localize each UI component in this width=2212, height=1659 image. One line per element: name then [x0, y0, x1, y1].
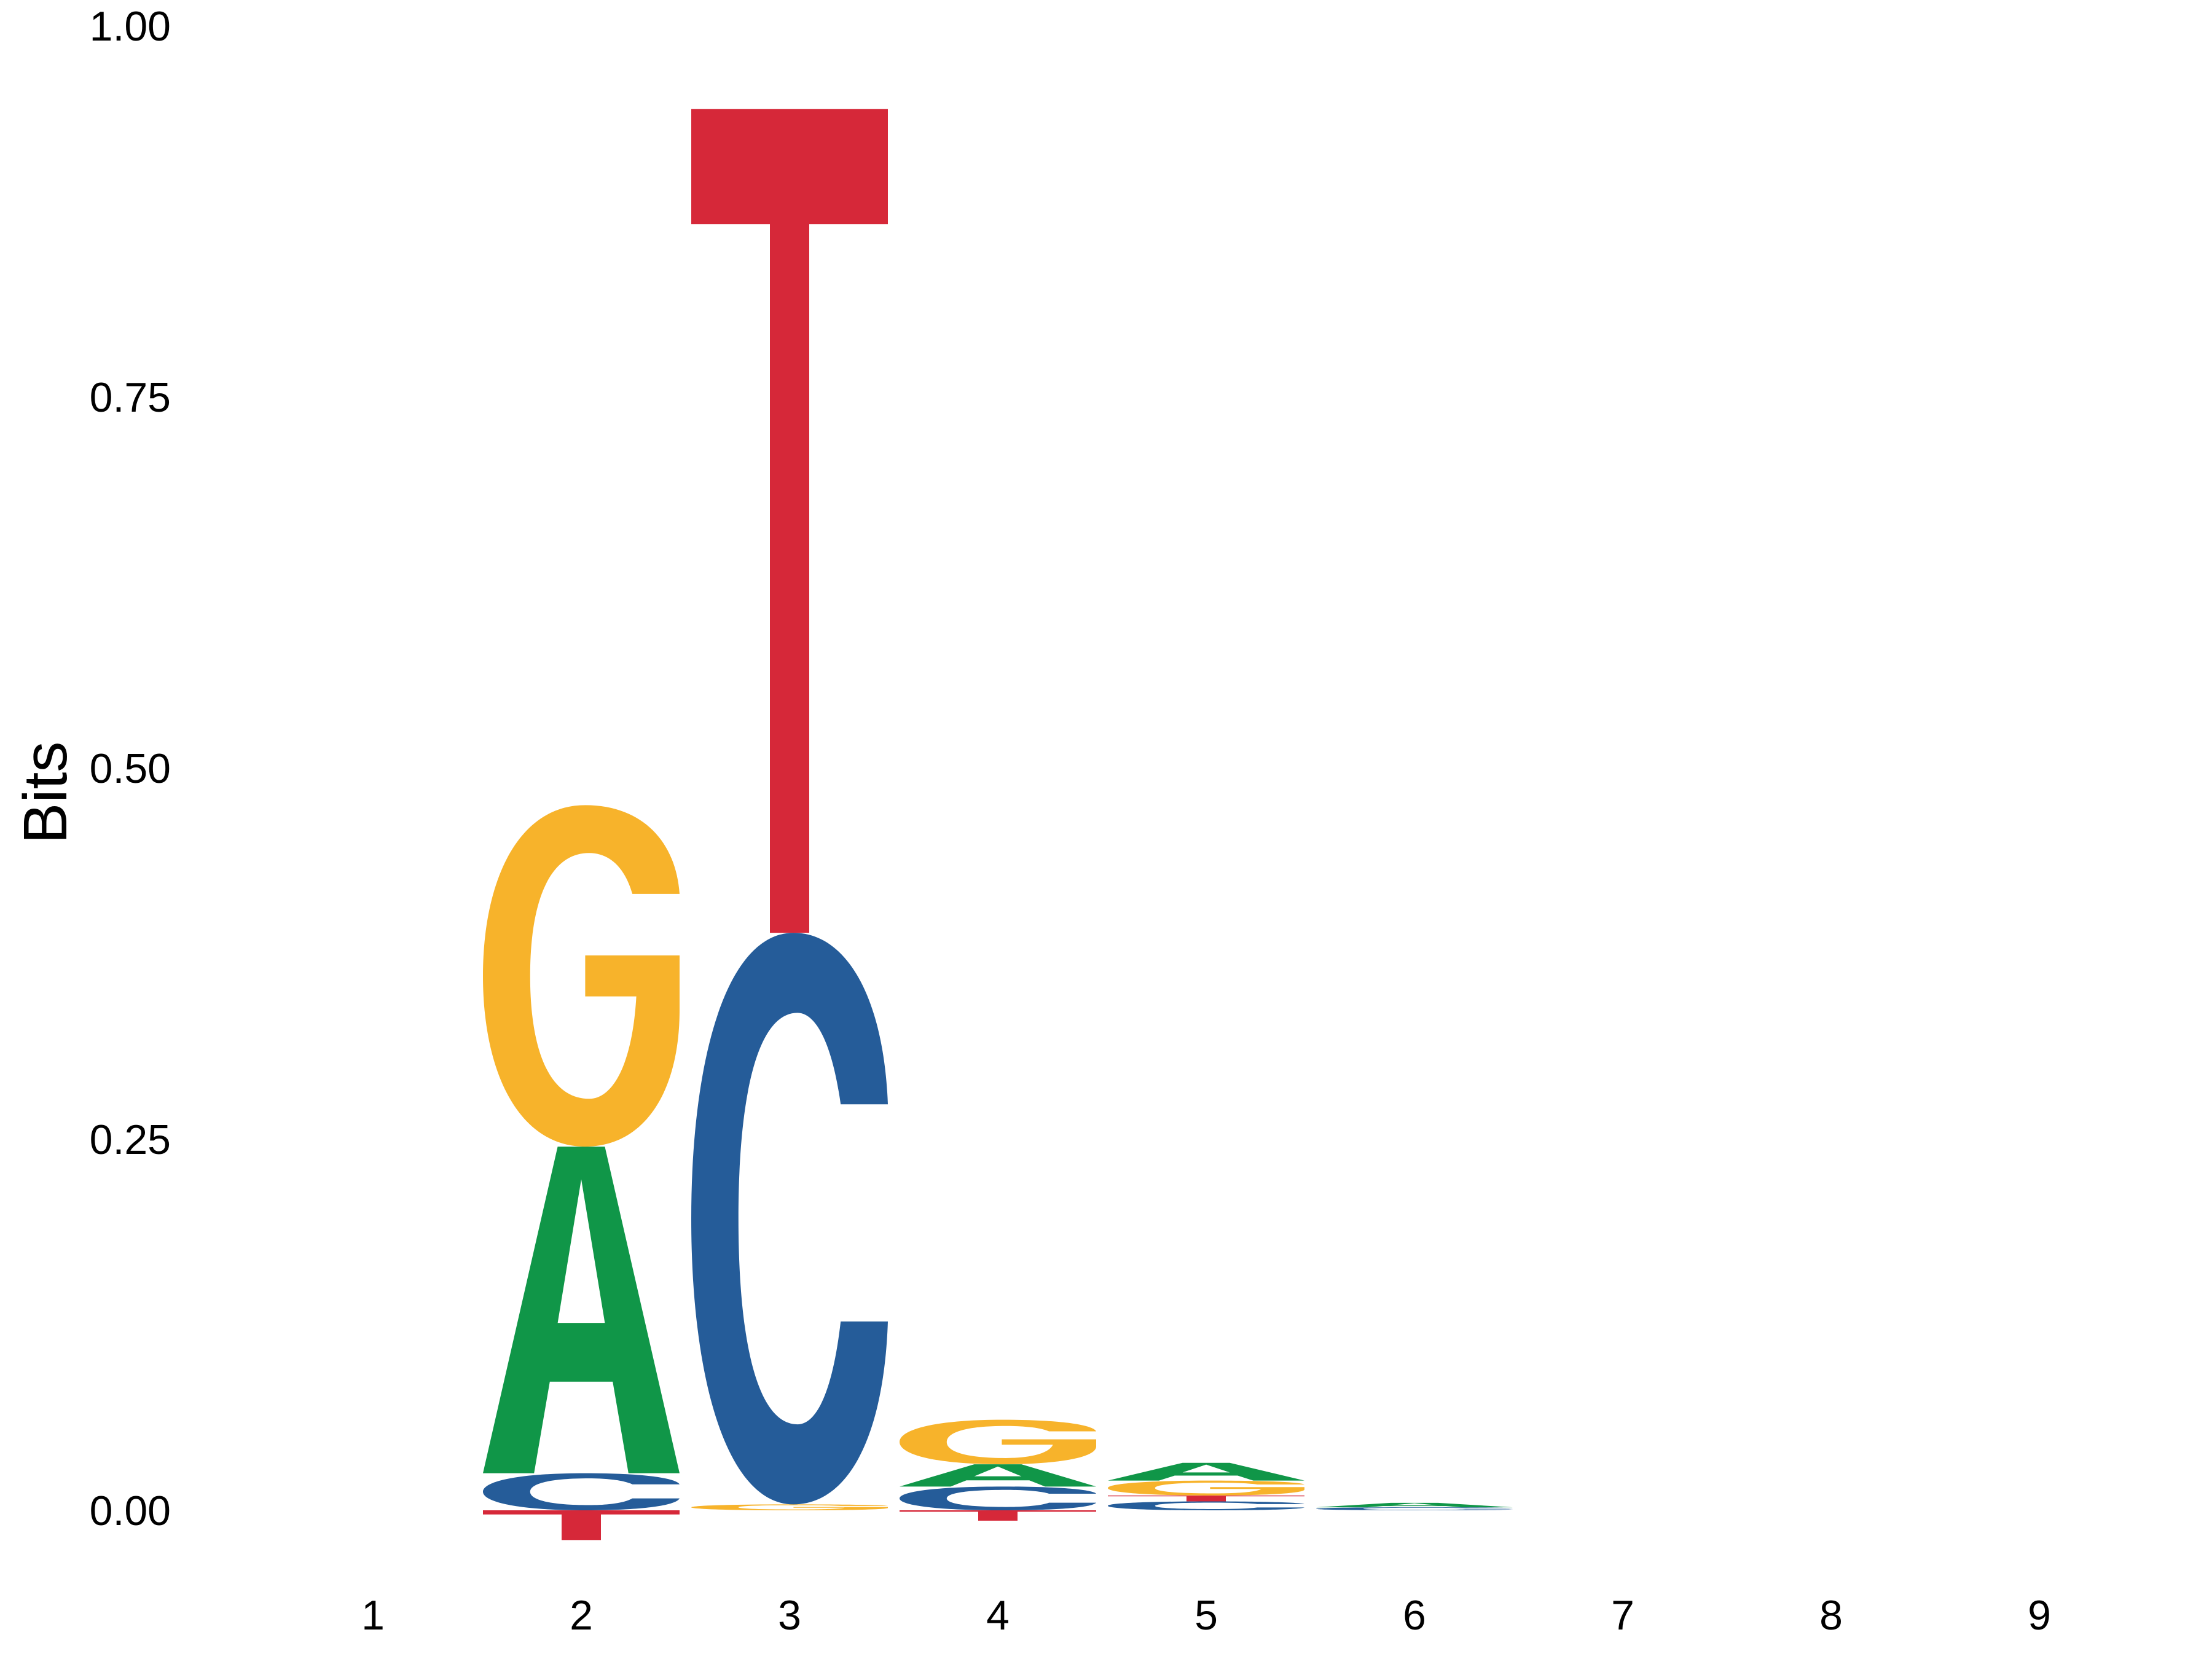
letter-A [1108, 1462, 1304, 1481]
y-axis: 0.00 0.25 0.50 0.75 1.00 [90, 3, 171, 1534]
y-tick-label: 0.25 [90, 1116, 171, 1163]
letter-G [1108, 1480, 1304, 1496]
y-tick-label: 0.50 [90, 745, 171, 792]
letter-T [483, 1510, 680, 1540]
letter-C [1316, 1507, 1513, 1510]
x-tick-label: 9 [2028, 1592, 2051, 1639]
x-axis: 1 2 3 4 5 6 7 8 9 [361, 1592, 2051, 1639]
y-tick-label: 0.75 [90, 374, 171, 421]
letter-G [691, 1504, 888, 1510]
x-tick-label: 4 [986, 1592, 1010, 1639]
letter-G [483, 805, 680, 1147]
x-tick-label: 6 [1403, 1592, 1426, 1639]
x-tick-label: 3 [778, 1592, 801, 1639]
letter-C [1108, 1501, 1304, 1510]
letter-A [900, 1464, 1096, 1487]
y-tick-label: 1.00 [90, 3, 171, 50]
letter-C [900, 1486, 1096, 1510]
letter-C [483, 1473, 680, 1510]
letter-T [691, 109, 888, 933]
x-tick-label: 1 [361, 1592, 385, 1639]
letter-T [1108, 1495, 1304, 1502]
x-tick-label: 2 [570, 1592, 593, 1639]
logo-stacks [483, 109, 1513, 1540]
letter-A [1316, 1502, 1513, 1508]
y-axis-title: Bits [11, 742, 80, 844]
y-tick-label: 0.00 [90, 1488, 171, 1534]
letter-A [483, 1147, 680, 1473]
letter-C [691, 933, 888, 1505]
letter-T [900, 1510, 1096, 1521]
x-tick-label: 7 [1611, 1592, 1634, 1639]
x-tick-label: 8 [1819, 1592, 1843, 1639]
letter-G [900, 1419, 1096, 1465]
x-tick-label: 5 [1194, 1592, 1218, 1639]
